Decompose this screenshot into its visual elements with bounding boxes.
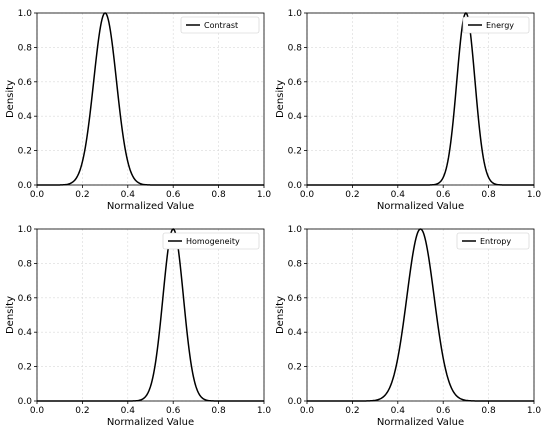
legend-box [162,232,260,250]
legend-box [462,16,530,34]
x-tick-label: 0.6 [436,190,451,200]
subplot-1: 0.0 0.2 0.4 0.6 0.8 1.0 0.0 0.2 0.4 0.6 0.8 1.0 Norm… [5,9,271,212]
y-tick-label: 0.6 [288,294,303,304]
x-tick-label: 0.0 [30,406,45,416]
x-tick-label: 1.0 [527,406,542,416]
legend-label: Entropy [480,237,511,246]
x-tick-label: 1.0 [527,190,542,200]
x-axis-label: Normalized Value [107,417,194,428]
x-tick-label: 1.0 [257,406,272,416]
x-tick-label: 0.2 [345,190,359,200]
y-tick-label: 0.2 [18,363,32,373]
legend: Contrast [180,16,260,34]
y-tick-label: 0.4 [288,112,303,122]
legend-label: Contrast [204,21,238,30]
legend-box [180,16,260,34]
y-tick-label: 0.6 [18,78,33,88]
plot-frame [36,228,265,402]
legend-label: Energy [486,21,514,30]
y-tick-label: 0.0 [288,181,303,191]
x-tick-label: 0.4 [121,190,136,200]
legend: Entropy [456,232,530,250]
subplot-2: 0.0 0.2 0.4 0.6 0.8 1.0 0.0 0.2 0.4 0.6 0.8 1.0 Norm… [275,9,541,212]
y-axis-label: Density [5,80,16,118]
y-tick-label: 1.0 [18,225,33,235]
x-tick-label: 0.6 [166,406,181,416]
plot-frame [306,228,535,402]
legend: Energy [462,16,530,34]
x-tick-label: 0.2 [75,190,89,200]
series-line-entropy [307,228,534,402]
y-tick-label: 0.4 [18,328,33,338]
y-tick-label: 0.0 [18,181,33,191]
y-tick-label: 0.2 [288,363,302,373]
x-axis-label: Normalized Value [377,417,464,428]
y-tick-label: 1.0 [18,9,33,19]
subplot-4: 0.0 0.2 0.4 0.6 0.8 1.0 0.0 0.2 0.4 0.6 0.8 1.0 Norm… [275,225,541,428]
y-axis-label: Density [275,296,286,334]
y-tick-label: 1.0 [288,9,303,19]
y-tick-label: 1.0 [288,225,303,235]
y-tick-label: 0.0 [18,397,33,407]
x-tick-label: 0.4 [121,406,136,416]
x-tick-label: 0.2 [75,406,89,416]
y-tick-label: 0.4 [18,112,33,122]
plot-frame [306,12,535,186]
x-tick-label: 1.0 [257,190,272,200]
legend: Homogeneity [162,232,260,250]
x-tick-label: 0.6 [166,190,181,200]
y-tick-label: 0.2 [288,147,302,157]
y-tick-label: 0.8 [18,259,33,269]
legend-label: Homogeneity [186,237,240,246]
subplot-3: 0.0 0.2 0.4 0.6 0.8 1.0 0.0 0.2 0.4 0.6 0.8 1.0 Norm… [5,225,271,428]
x-tick-label: 0.0 [300,406,315,416]
x-tick-label: 0.0 [300,190,315,200]
y-tick-label: 0.6 [18,294,33,304]
x-tick-label: 0.0 [30,190,45,200]
y-tick-label: 0.8 [288,43,303,53]
x-tick-label: 0.4 [391,190,406,200]
series-line-contrast [37,12,264,186]
legend-box [456,232,530,250]
series-line-homogeneity [37,228,264,402]
y-tick-label: 0.2 [18,147,32,157]
y-tick-label: 0.8 [288,259,303,269]
x-tick-label: 0.4 [391,406,406,416]
x-tick-label: 0.2 [345,406,359,416]
x-tick-label: 0.8 [211,406,226,416]
x-axis-label: Normalized Value [107,201,194,212]
y-tick-label: 0.0 [288,397,303,407]
y-tick-label: 0.6 [288,78,303,88]
y-axis-label: Density [275,80,286,118]
x-axis-label: Normalized Value [377,201,464,212]
x-tick-label: 0.8 [211,190,226,200]
x-tick-label: 0.6 [436,406,451,416]
series-line-energy [307,12,534,186]
x-tick-label: 0.8 [481,190,496,200]
y-tick-label: 0.4 [288,328,303,338]
x-tick-label: 0.8 [481,406,496,416]
y-axis-label: Density [5,296,16,334]
y-tick-label: 0.8 [18,43,33,53]
plot-frame [36,12,265,186]
